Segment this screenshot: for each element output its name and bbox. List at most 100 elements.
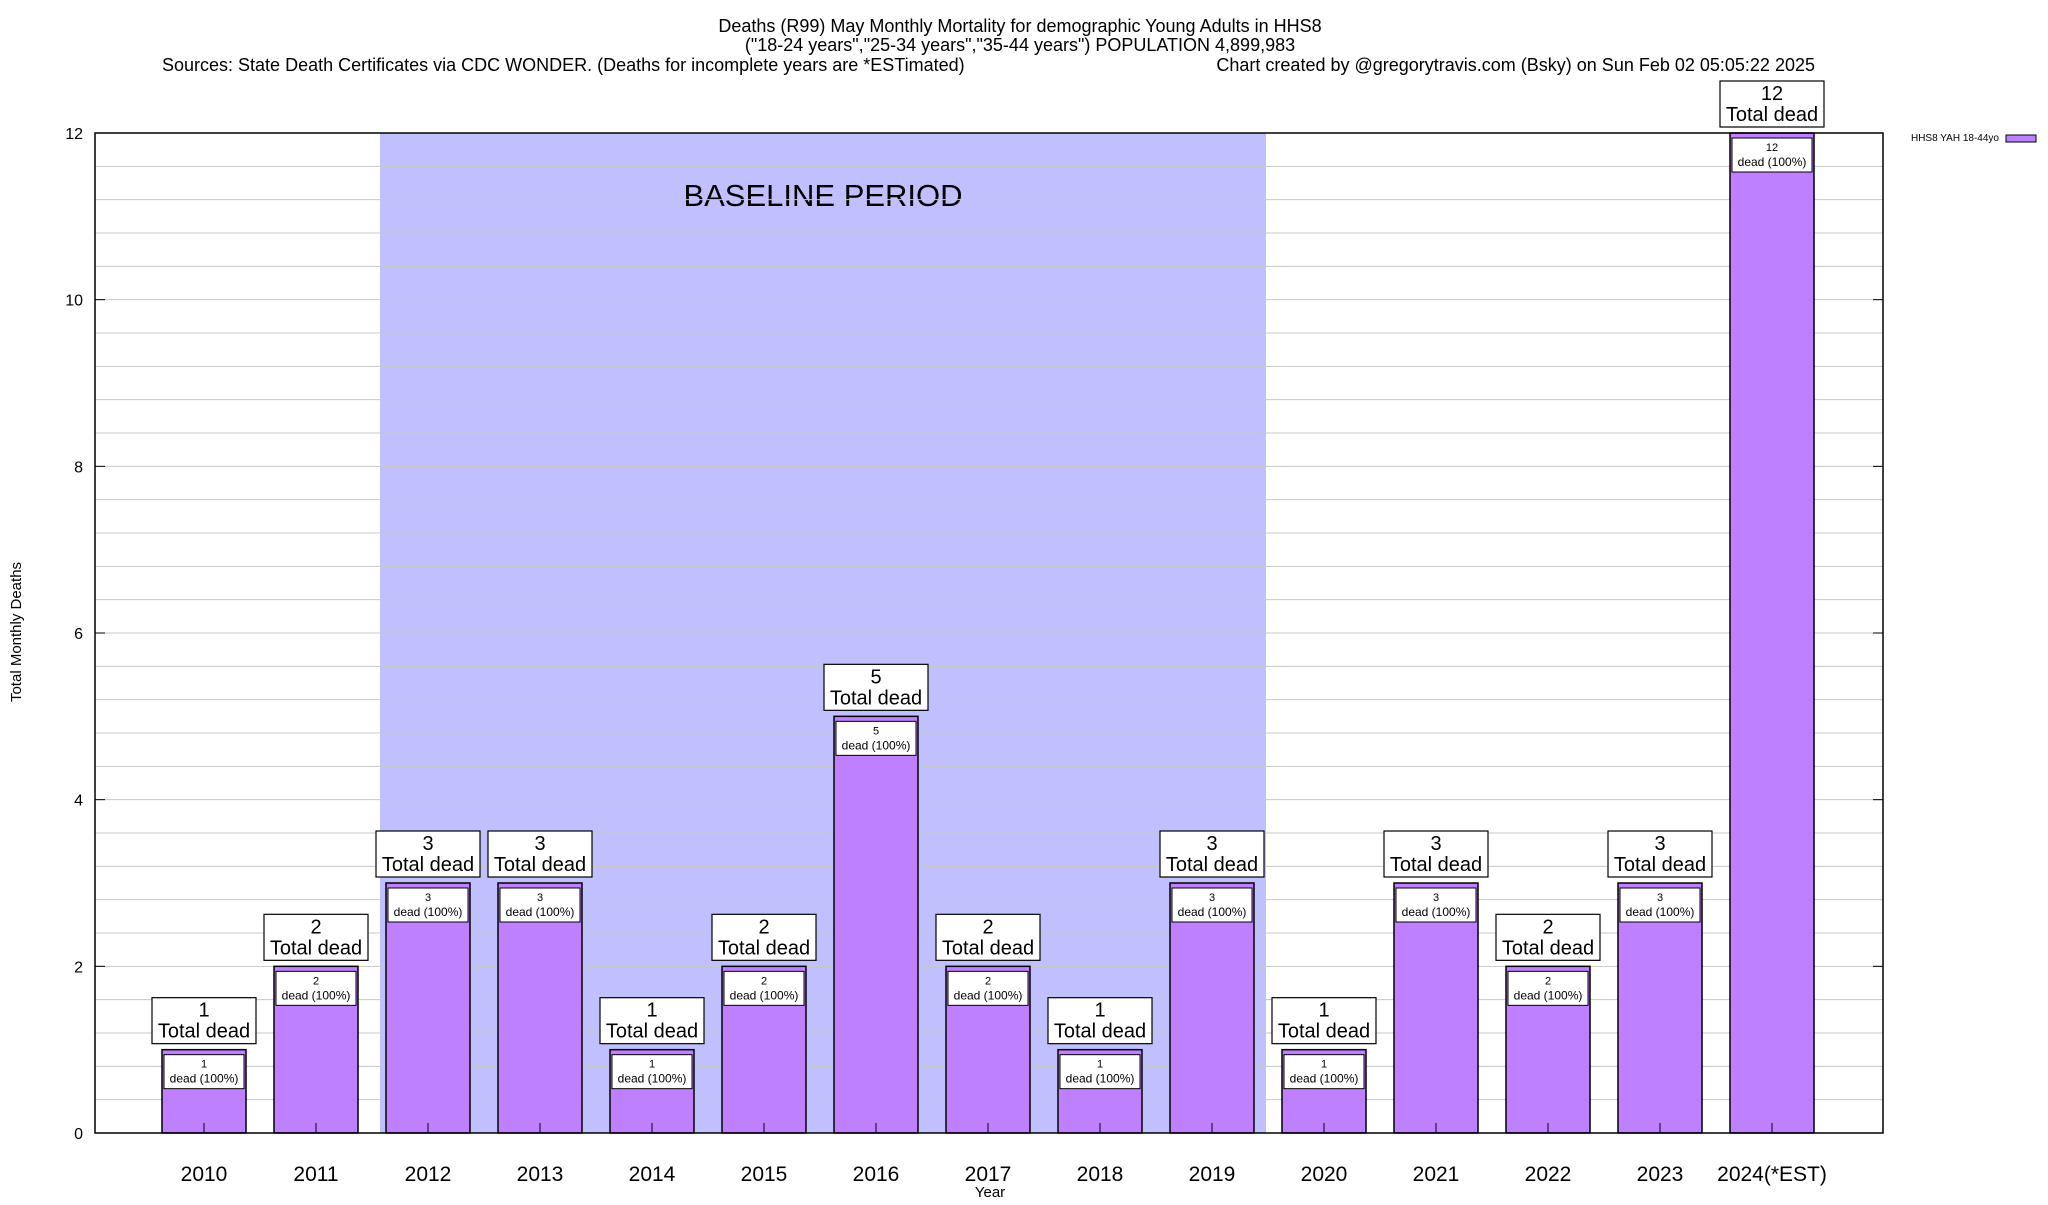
bar-total-label-box (487, 830, 593, 878)
bar-inner-percent-label: dead (100%) (1514, 988, 1583, 1002)
bar-inner-percent-label: dead (100%) (282, 988, 351, 1002)
bar-inner-percent-label: dead (100%) (506, 905, 575, 919)
bar-total-label-box (1495, 913, 1601, 961)
bar-inner-percent-label: dead (100%) (1178, 905, 1247, 919)
bar-inner-label-box (387, 887, 469, 923)
bar-inner-value-label: 1 (1321, 1059, 1327, 1071)
x-tick-label: 2013 (517, 1163, 564, 1186)
bar-inner-value-label: 2 (1545, 975, 1551, 987)
x-tick-label: 2015 (741, 1163, 788, 1186)
bar (833, 715, 919, 1134)
x-tick-label: 2010 (181, 1163, 228, 1186)
x-tick-label: 2016 (853, 1163, 900, 1186)
bar-inner-percent-label: dead (100%) (1290, 1072, 1359, 1086)
bar-total-text-label: Total dead (494, 854, 586, 876)
x-tick-label: 2022 (1525, 1163, 1572, 1186)
y-tick-label: 12 (65, 126, 83, 143)
bar-inner-label-box (1171, 887, 1253, 923)
y-tick-label: 6 (74, 626, 83, 643)
x-tick-label: 2014 (629, 1163, 676, 1186)
bar-total-text-label: Total dead (158, 1021, 250, 1043)
bar-total-label-box (1271, 997, 1377, 1045)
bar-inner-percent-label: dead (100%) (1402, 905, 1471, 919)
bar-total-text-label: Total dead (1614, 854, 1706, 876)
x-axis-title: Year (975, 1184, 1005, 1200)
bar-inner-value-label: 12 (1766, 142, 1778, 154)
x-tick-label: 2023 (1637, 1163, 1684, 1186)
bar-total-text-label: Total dead (1502, 937, 1594, 959)
y-tick-label: 0 (74, 1126, 83, 1143)
bar-total-value-label: 1 (1094, 1000, 1105, 1022)
bar-total-value-label: 1 (646, 1000, 657, 1022)
y-tick-label: 10 (65, 293, 83, 310)
bar-total-label-box (1159, 830, 1265, 878)
bar-inner-value-label: 1 (1097, 1059, 1103, 1071)
bar-inner-percent-label: dead (100%) (954, 988, 1023, 1002)
bar-inner-value-label: 3 (1209, 892, 1215, 904)
bar-inner-label-box (1059, 1054, 1141, 1090)
bar-inner-label-box (611, 1054, 693, 1090)
bar-inner-percent-label: dead (100%) (1738, 155, 1807, 169)
x-tick-label: 2018 (1077, 1163, 1124, 1186)
bar-total-text-label: Total dead (830, 687, 922, 709)
bar-inner-label-box (499, 887, 581, 923)
bar-inner-percent-label: dead (100%) (618, 1072, 687, 1086)
y-tick-label: 4 (74, 793, 83, 810)
x-tick-label: 2020 (1301, 1163, 1348, 1186)
bar-inner-percent-label: dead (100%) (394, 905, 463, 919)
bar (1169, 882, 1255, 1134)
bar-total-value-label: 5 (870, 666, 881, 688)
bar-total-label-box (1047, 997, 1153, 1045)
bar (1617, 882, 1703, 1134)
x-tick-label: 2021 (1413, 1163, 1460, 1186)
bar-inner-value-label: 3 (425, 892, 431, 904)
bar-total-value-label: 2 (310, 916, 321, 938)
bar-total-text-label: Total dead (718, 937, 810, 959)
bar-inner-label-box (1619, 887, 1701, 923)
bar-total-value-label: 2 (758, 916, 769, 938)
bar-total-text-label: Total dead (1278, 1021, 1370, 1043)
bar-inner-label-box (1507, 970, 1589, 1006)
bar-total-text-label: Total dead (1054, 1021, 1146, 1043)
bar-total-text-label: Total dead (606, 1021, 698, 1043)
y-tick-label: 2 (74, 959, 83, 976)
bar-total-label-box (1719, 80, 1825, 128)
bar-total-value-label: 3 (1206, 833, 1217, 855)
plot-border (94, 132, 1884, 1134)
x-tick-label: 2011 (293, 1163, 338, 1186)
bar-total-label-box (151, 997, 257, 1045)
bar (497, 882, 583, 1134)
bar-total-text-label: Total dead (382, 854, 474, 876)
bar-inner-label-box (835, 720, 917, 756)
bar-total-value-label: 12 (1761, 83, 1783, 105)
bar-inner-label-box (275, 970, 357, 1006)
x-tick-label: 2019 (1189, 1163, 1236, 1186)
bar-inner-value-label: 2 (985, 975, 991, 987)
bar (1729, 132, 1815, 1134)
bar-total-value-label: 3 (534, 833, 545, 855)
bar-inner-value-label: 2 (761, 975, 767, 987)
bar-inner-label-box (1283, 1054, 1365, 1090)
y-tick-label: 8 (74, 459, 83, 476)
bar-inner-label-box (947, 970, 1029, 1006)
bar (385, 882, 471, 1134)
bar-total-value-label: 1 (1318, 1000, 1329, 1022)
bar-inner-value-label: 3 (1657, 892, 1663, 904)
bar-total-value-label: 3 (422, 833, 433, 855)
legend-label: HHS8 YAH 18-44yo (1911, 133, 1999, 144)
bar-total-value-label: 1 (198, 1000, 209, 1022)
bar-total-text-label: Total dead (270, 937, 362, 959)
bar-inner-label-box (1731, 137, 1813, 173)
bar-inner-percent-label: dead (100%) (730, 988, 799, 1002)
chart-title-line-1: Deaths (R99) May Monthly Mortality for d… (718, 16, 1321, 36)
x-tick-label: 2024(*EST) (1717, 1163, 1827, 1186)
bar-total-value-label: 3 (1654, 833, 1665, 855)
bar-total-label-box (935, 913, 1041, 961)
bar-total-label-box (823, 663, 929, 711)
bar-total-label-box (1607, 830, 1713, 878)
bar-total-label-box (263, 913, 369, 961)
bar-inner-percent-label: dead (100%) (1626, 905, 1695, 919)
bar-total-text-label: Total dead (1166, 854, 1258, 876)
